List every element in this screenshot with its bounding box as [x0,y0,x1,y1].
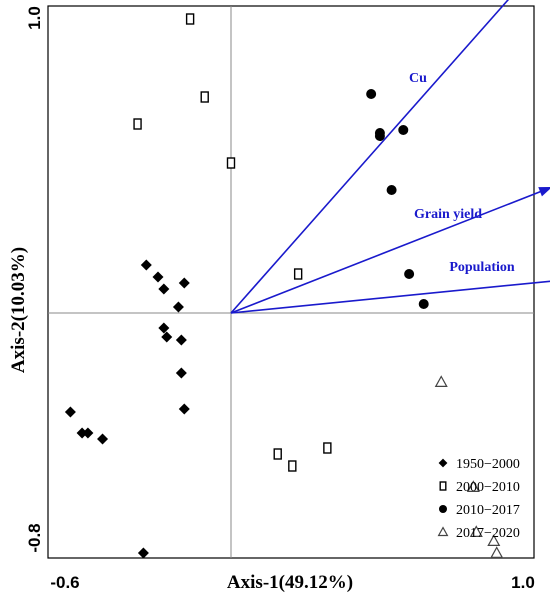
data-point [133,118,142,130]
vector-label: Cu [409,71,427,86]
data-point [404,269,415,279]
legend-marker [437,526,449,537]
vector-line [230,0,510,314]
data-point [366,89,377,99]
data-point [172,301,184,313]
data-point [178,277,190,289]
data-point [76,427,88,439]
legend-label: 2017−2020 [456,526,520,541]
data-point [158,283,170,295]
loading-vectors: Cu Grain yield Population [230,0,550,314]
data-point [152,271,164,283]
plot-frame [47,5,535,559]
data-point [293,268,303,280]
legend-marker [439,505,447,513]
data-point [374,131,385,141]
vector-label: Population [449,260,515,275]
data-point [64,406,76,418]
data-point [487,534,501,547]
data-point [469,525,483,538]
data-point [226,157,236,169]
data-point [140,259,152,271]
data-point [466,480,480,492]
vector-label: Grain yield [414,207,482,222]
zero-reference-lines [48,6,534,558]
data-point [161,331,173,343]
x-tick-max: 1.0 [511,573,535,592]
legend-marker [439,481,447,491]
data-point [434,375,448,387]
data-point [288,460,297,472]
data-point [323,442,332,454]
legend-label: 1950−2000 [456,457,520,472]
data-point [273,448,282,460]
x-axis-label: Axis-1(49.12%) [227,572,353,593]
legend-label: 2010−2017 [456,503,520,518]
y-axis-label: Axis-2(10.03%) [8,247,29,373]
y-tick-max: 1.0 [25,6,44,30]
vector-line [230,187,550,314]
data-point [175,367,187,379]
data-point [490,546,504,559]
legend-label: 2000−2010 [456,480,520,495]
x-tick-min: -0.6 [50,573,79,592]
data-point [185,13,195,25]
data-point [82,427,94,439]
data-point [97,433,109,445]
y-tick-min: -0.8 [25,523,44,552]
data-point [418,299,429,309]
data-point [158,322,170,334]
data-point [175,334,187,346]
vector-line [230,280,550,314]
data-point [398,125,409,135]
data-point [200,91,209,103]
data-point [178,403,190,415]
data-point [137,547,149,559]
legend: 1950−2000 2000−2010 2010−2017 2017−2020 [437,457,520,541]
vector-arrowhead [538,187,550,197]
data-point [386,185,397,195]
legend-marker [438,458,448,468]
data-points [64,13,504,559]
